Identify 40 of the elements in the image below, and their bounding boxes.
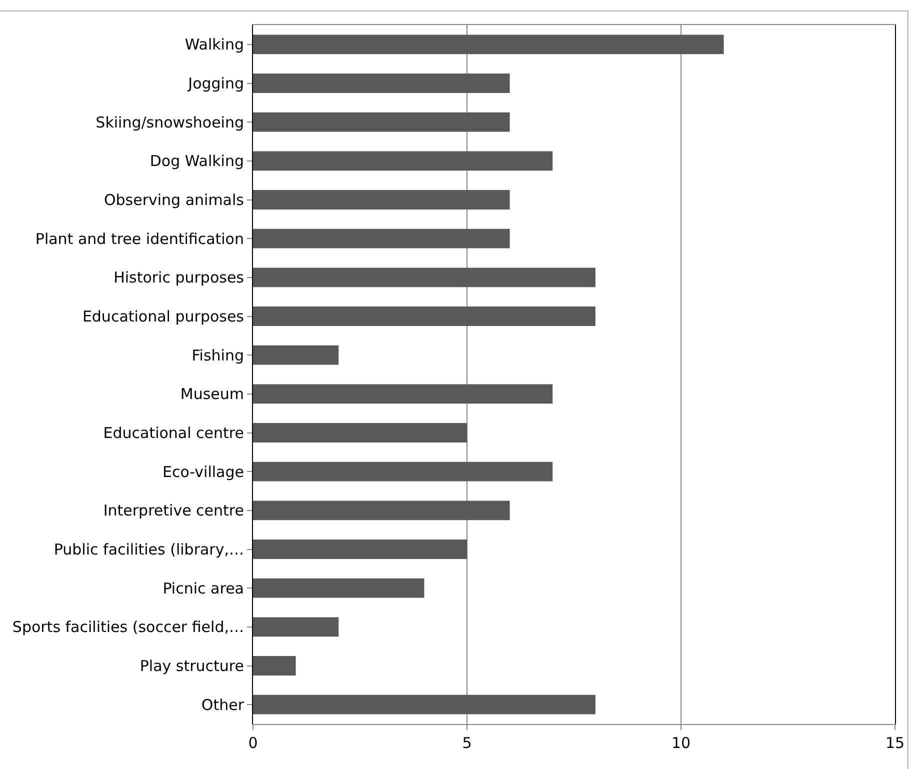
y-tick-label: Public facilities (library,… (54, 540, 244, 558)
y-tick-label: Museum (180, 385, 244, 404)
y-tick-label: Sports facilities (soccer field,… (12, 618, 244, 636)
x-tick-label: 15 (885, 734, 905, 752)
y-tick-label: Historic purposes (114, 268, 244, 287)
x-tick-label: 5 (462, 734, 472, 752)
y-tick-label: Plant and tree identification (35, 230, 244, 248)
bar (253, 74, 510, 93)
x-tick-label: 0 (248, 734, 258, 752)
bar (253, 540, 467, 559)
y-tick-label: Interpretive centre (103, 502, 244, 520)
y-tick-label: Observing animals (104, 191, 244, 209)
bar (253, 578, 424, 598)
y-tick-label: Dog Walking (150, 152, 244, 170)
bar (253, 345, 339, 365)
y-tick-label: Educational centre (103, 424, 244, 442)
bar (253, 694, 596, 714)
bar (253, 384, 553, 404)
bar (253, 617, 339, 637)
bar (253, 656, 296, 676)
y-tick-label: Play structure (140, 657, 244, 675)
y-tick-label: Walking (184, 36, 244, 54)
y-tick-label: Eco-village (162, 462, 244, 481)
bar (253, 190, 510, 210)
y-tick-label: Skiing/snowshoeing (96, 113, 244, 132)
bar (253, 268, 596, 288)
bar (253, 34, 724, 54)
x-tick-label: 10 (671, 734, 691, 752)
y-tick-label: Other (201, 696, 245, 714)
bar (253, 423, 467, 442)
y-tick-label: Educational purposes (82, 308, 244, 326)
y-tick-label: Jogging (187, 74, 244, 92)
bar (253, 112, 510, 132)
bar (253, 462, 553, 482)
bar (253, 306, 596, 326)
bar (253, 228, 510, 248)
y-tick-label: Fishing (192, 346, 244, 364)
y-tick-label: Picnic area (162, 579, 244, 598)
bar (253, 151, 553, 171)
bar (253, 500, 510, 520)
